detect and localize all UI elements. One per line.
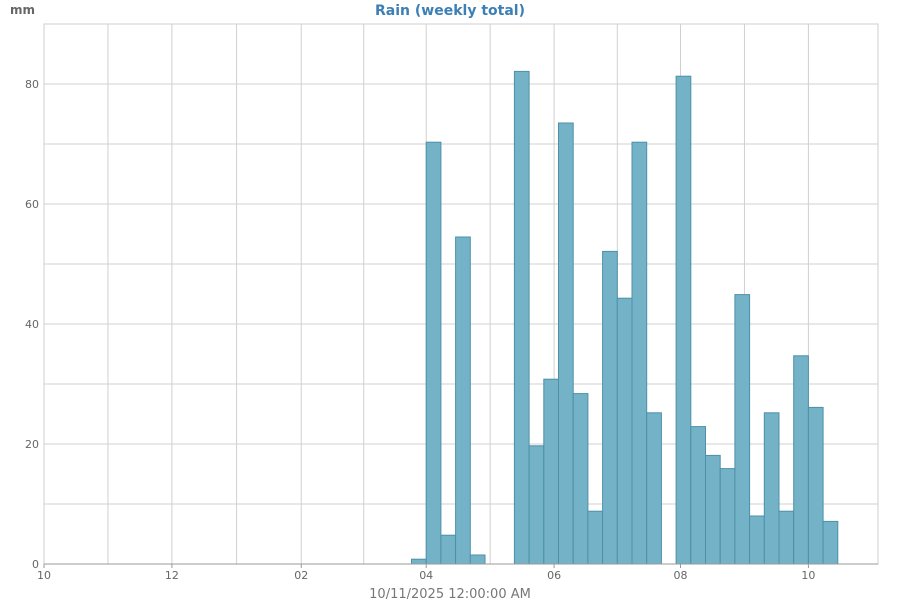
x-tick-label: 02 [294, 569, 308, 582]
bar [705, 454, 721, 565]
bar [528, 445, 545, 565]
x-tick-label: 12 [165, 569, 179, 582]
date-footer: 10/11/2025 12:00:00 AM [369, 587, 531, 600]
bar [631, 141, 648, 565]
tick-labels: 0 20 40 60 80 10 12 02 04 06 08 10 [25, 78, 815, 582]
x-tick-label: 08 [674, 569, 688, 582]
bar [734, 294, 751, 565]
bar [425, 141, 442, 565]
bar [778, 510, 795, 565]
x-tick-label: 06 [547, 569, 561, 582]
bar [411, 558, 427, 565]
y-tick-label: 80 [25, 78, 39, 91]
bar [793, 355, 809, 565]
chart-title: Rain (weekly total) [375, 3, 525, 19]
x-tick-label: 10 [37, 569, 51, 582]
bar [469, 554, 486, 565]
bar [807, 406, 824, 565]
x-tick-label: 04 [419, 569, 433, 582]
bar [455, 236, 471, 565]
bar [822, 520, 839, 565]
bar [749, 515, 765, 565]
bar [440, 534, 457, 565]
bar [675, 75, 692, 565]
axes [43, 23, 879, 565]
y-tick-label: 0 [32, 558, 39, 571]
bar [602, 250, 618, 565]
y-tick-label: 60 [25, 198, 39, 211]
y-axis-unit: mm [10, 3, 35, 17]
bar [543, 378, 559, 565]
bar [558, 122, 574, 565]
x-tick-label: 10 [801, 569, 815, 582]
bar [763, 412, 780, 565]
bars [411, 70, 839, 565]
bar [616, 297, 633, 565]
bar [513, 70, 530, 565]
bar [572, 393, 589, 565]
bar [690, 426, 706, 565]
bar [719, 468, 736, 565]
y-tick-label: 20 [25, 438, 39, 451]
y-tick-label: 40 [25, 318, 39, 331]
bar [587, 510, 604, 565]
bar [646, 412, 662, 565]
